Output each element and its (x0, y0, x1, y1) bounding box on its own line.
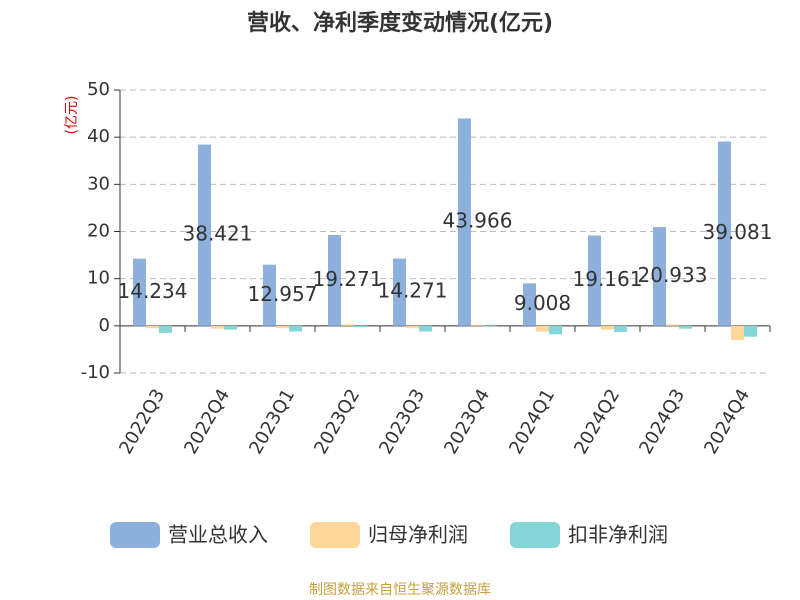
bar (458, 118, 471, 326)
legend-label: 归母净利润 (368, 523, 468, 547)
bar (484, 325, 497, 327)
x-tick-label: 2023Q1 (245, 386, 299, 458)
x-tick-label: 2024Q2 (570, 386, 624, 458)
y-tick-label: 20 (87, 221, 110, 242)
bar (601, 325, 614, 330)
bar (744, 325, 757, 337)
bar (523, 283, 536, 326)
bar (536, 325, 549, 332)
source-note: 制图数据来自恒生聚源数据库 (309, 582, 491, 598)
bar (549, 325, 562, 335)
x-tick-label: 2022Q3 (115, 386, 169, 458)
x-tick-label: 2024Q1 (505, 386, 559, 458)
y-tick-label: 40 (87, 126, 110, 147)
value-label: 9.008 (514, 291, 571, 315)
chart-title: 营收、净利季度变动情况(亿元) (247, 10, 553, 36)
value-label: 39.081 (703, 220, 773, 244)
legend-swatch (310, 522, 360, 548)
bar (653, 227, 666, 326)
value-label: 14.234 (118, 279, 188, 303)
bar (289, 325, 302, 332)
bar (328, 234, 341, 326)
y-tick-label: 50 (87, 79, 110, 100)
bar (731, 325, 744, 340)
value-label: 43.966 (443, 209, 513, 233)
bar (588, 235, 601, 326)
bar (198, 144, 211, 326)
x-tick-label: 2023Q3 (375, 386, 429, 458)
bar (679, 325, 692, 329)
y-tick-label: 30 (87, 173, 110, 194)
bar (471, 324, 484, 326)
value-label: 19.161 (573, 267, 643, 291)
bar (211, 325, 224, 329)
bar (354, 325, 367, 328)
value-label: 20.933 (638, 263, 708, 287)
bar (718, 141, 731, 326)
bar (341, 324, 354, 326)
legend-label: 营业总收入 (168, 523, 268, 547)
x-tick-label: 2023Q4 (440, 386, 494, 458)
x-tick-label: 2024Q4 (700, 386, 754, 458)
bar (146, 325, 159, 329)
bar (419, 325, 432, 332)
value-label: 19.271 (313, 267, 383, 291)
x-tick-label: 2024Q3 (635, 386, 689, 458)
y-tick-label: 0 (99, 315, 110, 336)
y-tick-label: 10 (87, 268, 110, 289)
y-tick-label: -10 (81, 362, 110, 383)
value-label: 38.421 (183, 222, 253, 246)
value-label: 12.957 (248, 282, 318, 306)
bar (614, 325, 627, 332)
bar (133, 258, 146, 326)
bar (406, 325, 419, 329)
legend-swatch (510, 522, 560, 548)
value-label: 14.271 (378, 279, 448, 303)
y-axis-label: (亿元) (64, 96, 80, 135)
bar (276, 325, 289, 329)
bar (263, 264, 276, 326)
bar (224, 325, 237, 330)
bar (666, 324, 679, 326)
legend-label: 扣非净利润 (568, 523, 668, 547)
legend-swatch (110, 522, 160, 548)
bar (159, 325, 172, 333)
bar (393, 258, 406, 326)
x-tick-label: 2023Q2 (310, 386, 364, 458)
x-tick-label: 2022Q4 (180, 386, 234, 458)
